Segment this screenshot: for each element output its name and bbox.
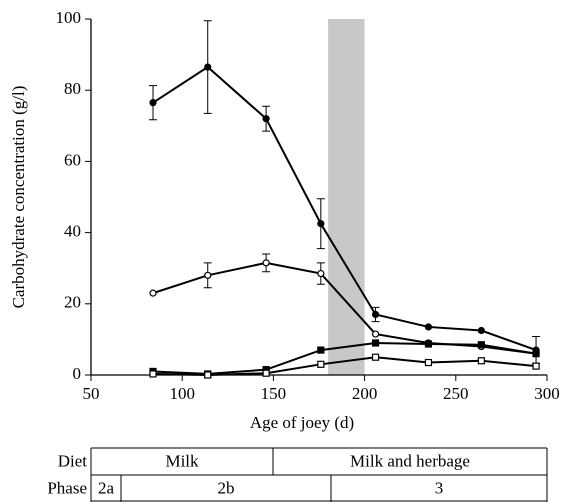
x-tick-label: 50 — [83, 384, 100, 403]
x-axis-label: Age of joey (d) — [250, 413, 354, 432]
marker — [424, 323, 433, 331]
x-tick-label: 100 — [169, 384, 195, 403]
marker — [371, 330, 380, 338]
marker — [477, 326, 485, 335]
table-cell: Milk — [165, 451, 199, 470]
y-tick-label: 100 — [56, 8, 82, 27]
marker — [477, 357, 485, 365]
marker — [149, 370, 157, 378]
y-tick-label: 60 — [64, 150, 81, 169]
marker — [149, 99, 157, 107]
series-line — [152, 261, 537, 355]
marker — [204, 271, 212, 279]
x-tick-label: 300 — [534, 384, 560, 403]
marker — [204, 371, 212, 379]
series-line — [152, 65, 537, 352]
series-line — [152, 356, 537, 377]
marker — [149, 289, 157, 297]
marker — [371, 353, 380, 361]
table-cell: 2b — [218, 478, 235, 497]
marker — [317, 220, 325, 228]
marker — [477, 341, 485, 349]
marker — [424, 358, 433, 367]
marker — [371, 339, 380, 347]
y-axis-label: Carbohydrate concentration (g/l) — [9, 86, 28, 309]
table-row-header: Diet — [58, 451, 88, 470]
marker — [424, 340, 433, 348]
shaded-region — [328, 19, 365, 375]
marker — [371, 310, 380, 319]
marker — [317, 346, 325, 354]
table-cell: Milk and herbage — [350, 451, 470, 470]
marker — [262, 115, 270, 123]
marker — [317, 269, 325, 278]
marker — [532, 350, 540, 358]
marker — [262, 259, 270, 267]
table-cell: 3 — [435, 478, 444, 497]
x-tick-label: 150 — [261, 384, 287, 403]
marker — [204, 63, 212, 71]
y-tick-label: 0 — [73, 364, 82, 383]
y-tick-label: 20 — [64, 293, 81, 312]
series-line — [152, 341, 537, 375]
marker — [262, 369, 270, 377]
marker — [532, 362, 540, 370]
y-tick-label: 40 — [64, 222, 81, 241]
x-tick-label: 250 — [443, 384, 469, 403]
x-tick-label: 200 — [352, 384, 378, 403]
marker — [317, 360, 325, 368]
y-tick-label: 80 — [64, 79, 81, 98]
table-row-header: Phase — [47, 478, 87, 497]
table-cell: 2a — [98, 478, 115, 497]
